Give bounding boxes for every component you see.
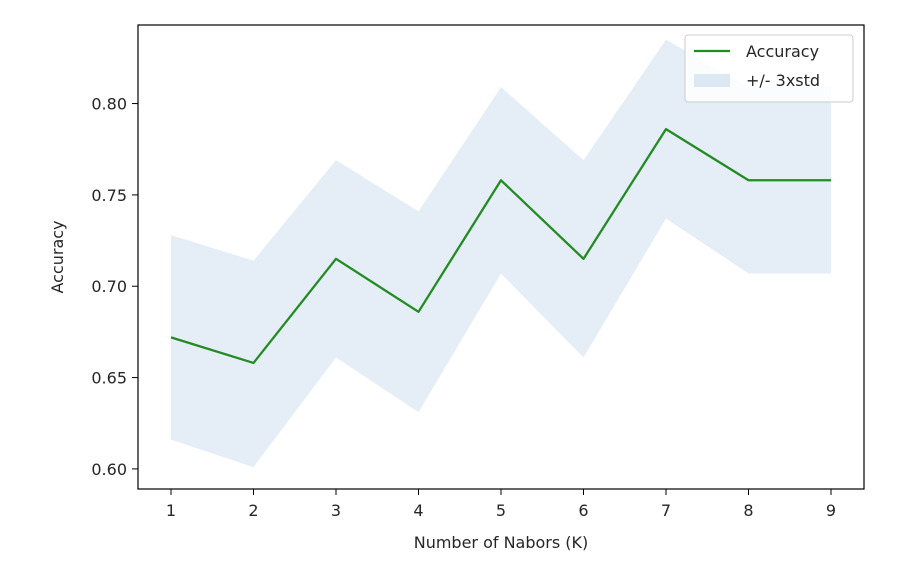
- x-tick-label: 9: [826, 501, 836, 520]
- x-tick-label: 2: [248, 501, 258, 520]
- x-axis-ticks: 1 2 3 4 5 6 7 8 9: [166, 489, 836, 520]
- x-tick-label: 4: [413, 501, 423, 520]
- legend-label-accuracy: Accuracy: [746, 42, 819, 61]
- y-axis-ticks: 0.60 0.65 0.70 0.75 0.80: [91, 95, 138, 479]
- x-tick-label: 5: [496, 501, 506, 520]
- y-tick-label: 0.65: [91, 369, 127, 388]
- line-layer: [170, 127, 832, 365]
- y-axis-label: Accuracy: [48, 220, 67, 293]
- y-tick-label: 0.60: [91, 460, 127, 479]
- x-axis-label: Number of Nabors (K): [414, 533, 589, 552]
- x-tick-label: 8: [743, 501, 753, 520]
- legend-swatch-std-band: [694, 74, 730, 87]
- x-tick-label: 3: [331, 501, 341, 520]
- x-tick-label: 7: [661, 501, 671, 520]
- std-band-area: [171, 39, 831, 468]
- x-tick-label: 1: [166, 501, 176, 520]
- y-tick-label: 0.70: [91, 277, 127, 296]
- band-layer: [171, 39, 831, 468]
- x-tick-label: 6: [578, 501, 588, 520]
- legend: Accuracy +/- 3xstd: [684, 34, 854, 103]
- y-tick-label: 0.80: [91, 95, 127, 114]
- y-tick-label: 0.75: [91, 186, 127, 205]
- legend-label-std-band: +/- 3xstd: [746, 71, 820, 90]
